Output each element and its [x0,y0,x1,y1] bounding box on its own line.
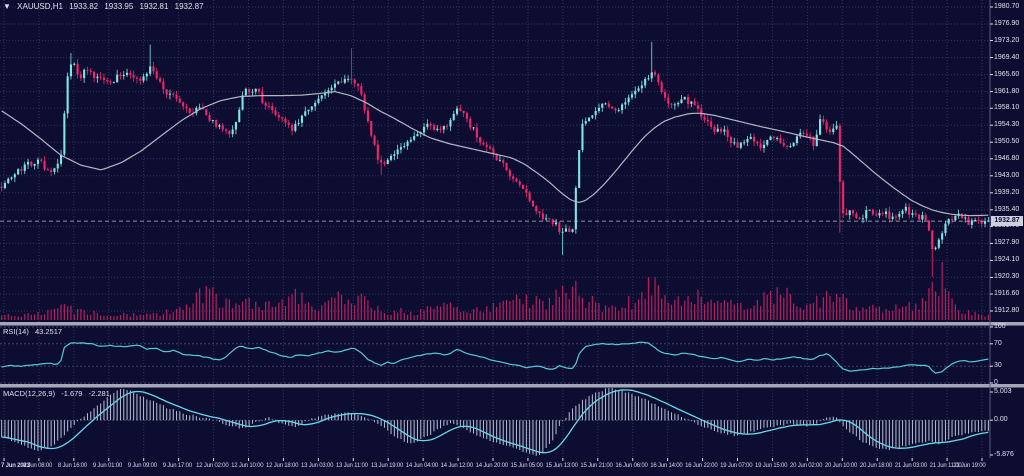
macd-signal-value: -2.281 [88,389,110,398]
time-axis-label: 14 Jun 20:00 [475,463,508,469]
time-axis-label: 9 Jun 09:00 [127,463,157,469]
time-axis-label: 15 Jun 21:00 [580,463,613,469]
time-axis-label: 21 Jun 03:00 [894,463,928,469]
ohlc-high: 1933.95 [104,2,134,11]
time-axis-label: 12 Jun 18:00 [266,463,299,469]
time-axis[interactable]: 7 Jun 2023 8 Jun 08:00 8 Jun 16:00 9 Jun 01… [0,458,1024,476]
time-axis-label: 8 Jun 08:00 [22,463,53,469]
time-axis-label: 12 Jun 10:00 [231,463,264,469]
time-axis-label: 16 Jun 06:00 [615,463,648,469]
rsi-axis-label: 30 [994,362,1002,370]
price-axis-label: 1927.90 [994,239,1020,247]
macd-axis-label: 0.00 [994,416,1008,424]
time-axis-label: 20 Jun 18:00 [859,463,893,469]
chart-title-bar: ▼ XAUUSD,H1 1933.82 1933.95 1932.81 1932… [3,2,208,11]
time-axis-label: 13 Jun 19:00 [370,463,404,469]
price-axis-label: 1916.60 [994,289,1020,297]
price-axis-label: 1980.70 [994,3,1020,10]
price-axis[interactable]: 1980.70 1976.90 1973.20 1969.40 1965.60 1961.… [990,0,1024,458]
rsi-axis-label: 100 [994,323,1006,330]
price-axis-label: 1950.50 [994,138,1020,146]
time-axis-label: 16 Jun 22:00 [685,463,718,469]
time-axis-label: 20 Jun 02:00 [789,463,823,469]
macd-name: MACD(12,26,9) [3,389,56,398]
time-axis-label: 20 Jun 10:00 [824,463,858,469]
price-axis-label: 1965.60 [994,70,1020,78]
rsi-axis-label: 70 [994,339,1002,347]
macd-main-value: -1.679 [61,389,83,398]
rsi-axis-label: 0 [994,379,998,386]
time-axis-label: 19 Jun 07:00 [720,463,753,469]
rsi-name: RSI(14) [3,327,29,336]
price-axis-label: 1973.20 [994,36,1020,44]
price-axis-label: 1954.30 [994,121,1020,129]
chart-marker-icon: ▼ [3,2,11,11]
price-axis-label: 1912.80 [994,307,1020,314]
price-axis-label: 1939.20 [994,188,1020,196]
time-axis-label: 19 Jun 15:00 [755,463,788,469]
time-axis-label: 21 Jun 11:00 [929,463,962,469]
price-axis-label: 1946.80 [994,154,1020,162]
macd-axis-label: -5.876 [994,451,1014,458]
time-axis-label: 12 Jun 02:00 [196,463,229,469]
time-axis-label: 9 Jun 01:00 [92,463,122,469]
price-axis-label: 1958.10 [994,104,1020,112]
time-axis-label: 14 Jun 12:00 [440,463,473,469]
time-axis-label: 21 Jun 19:00 [953,463,986,469]
rsi-value: 43.2517 [34,327,63,336]
time-axis-label: 13 Jun 11:00 [335,463,368,469]
ohlc-low: 1932.81 [139,2,169,11]
time-axis-label: 15 Jun 05:00 [510,463,543,469]
macd-axis-label: 5.003 [994,388,1012,395]
current-price-tag: 1932.87 [991,216,1023,227]
time-axis-label: 14 Jun 04:00 [405,463,439,469]
time-axis-label: 9 Jun 17:00 [162,463,192,469]
price-axis-label: 1924.10 [994,256,1020,264]
time-axis-label: 15 Jun 13:00 [545,463,578,469]
ohlc-close: 1932.87 [174,2,204,11]
price-axis-label: 1961.80 [994,87,1020,95]
rsi-indicator-label: RSI(14) 43.2517 [3,327,66,336]
price-axis-label: 1943.00 [994,171,1020,179]
time-axis-label: 16 Jun 14:00 [650,463,683,469]
macd-indicator-label: MACD(12,26,9) -1.679 -2.281 [3,389,114,398]
ohlc-open: 1933.82 [69,2,99,11]
time-axis-label: 8 Jun 16:00 [57,463,88,469]
price-axis-label: 1976.90 [994,20,1020,27]
price-axis-label: 1969.40 [994,53,1020,61]
time-axis-label: 13 Jun 03:00 [300,463,334,469]
price-axis-label: 1920.30 [994,273,1020,281]
price-axis-label: 1935.40 [994,205,1020,213]
symbol-period-label: XAUUSD,H1 [17,2,63,11]
time-axis-label: 7 Jun 2023 [1,463,30,469]
